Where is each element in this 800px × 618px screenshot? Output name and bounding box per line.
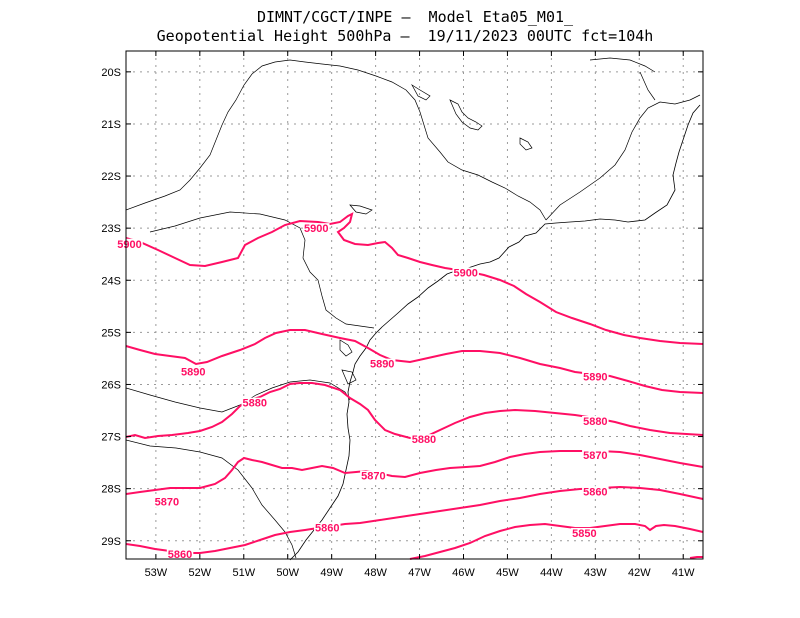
lon-tick-label: 46W bbox=[452, 567, 475, 579]
state-border bbox=[149, 211, 375, 329]
contour-label: 5880 bbox=[243, 398, 267, 410]
contour-label: 5870 bbox=[583, 450, 607, 462]
lat-tick-label: 29S bbox=[101, 536, 121, 548]
contour-line bbox=[125, 382, 704, 440]
contour-label-background bbox=[410, 434, 438, 446]
title-line-1: DIMNT/CGCT/INPE – Model Eta05_M01_ bbox=[256, 8, 574, 26]
contour-label: 5890 bbox=[370, 359, 394, 371]
lon-tick-label: 45W bbox=[496, 567, 519, 579]
contour-lines bbox=[125, 212, 704, 560]
contour-label: 5900 bbox=[117, 239, 141, 251]
graticule bbox=[126, 51, 703, 559]
contour-label-background bbox=[582, 449, 609, 461]
lon-tick-label: 47W bbox=[408, 567, 431, 579]
contour-label-background bbox=[314, 522, 341, 534]
contour-label: 5870 bbox=[155, 497, 179, 509]
contour-line bbox=[125, 485, 704, 554]
contour-label-background bbox=[368, 358, 396, 370]
contour-labels: 5900 5900 5900 5890 5890 5890 5880 5880 5880 5870… bbox=[116, 223, 609, 561]
lon-tick-label: 50W bbox=[276, 567, 299, 579]
contour-label-background bbox=[179, 366, 207, 378]
state-border bbox=[125, 379, 351, 413]
coastline bbox=[411, 83, 431, 101]
lon-tick-label: 52W bbox=[189, 567, 212, 579]
contour-label-background bbox=[241, 397, 269, 409]
lon-tick-label: 53W bbox=[145, 567, 168, 579]
contour-label: 5880 bbox=[583, 416, 607, 428]
lat-tick-label: 23S bbox=[101, 223, 121, 235]
lon-tick-label: 43W bbox=[584, 567, 607, 579]
contour-label: 5860 bbox=[315, 523, 339, 535]
state-border bbox=[639, 71, 656, 101]
contour-label-background bbox=[303, 223, 330, 235]
lat-tick-label: 24S bbox=[101, 275, 121, 287]
contour-label: 5850 bbox=[572, 528, 596, 540]
lon-tick-label: 44W bbox=[540, 567, 563, 579]
contour-label: 5900 bbox=[453, 267, 477, 279]
lon-tick-label: 42W bbox=[628, 567, 651, 579]
lat-tick-label: 20S bbox=[101, 67, 121, 79]
lat-tick-label: 26S bbox=[101, 379, 121, 391]
contour-label: 5890 bbox=[181, 366, 205, 378]
coastline bbox=[339, 339, 357, 385]
lon-tick-label: 49W bbox=[320, 567, 343, 579]
contour-line bbox=[125, 329, 704, 394]
contour-line bbox=[409, 522, 704, 560]
state-border bbox=[545, 94, 701, 221]
coastline-and-borders bbox=[125, 57, 701, 561]
contour-line bbox=[125, 450, 704, 495]
state-border bbox=[125, 59, 547, 221]
state-border bbox=[125, 439, 297, 559]
contour-label: 5900 bbox=[304, 223, 328, 235]
title-line-2: Geopotential Height 500hPa – 19/11/2023 … bbox=[156, 27, 654, 45]
coastline bbox=[449, 99, 483, 131]
contour-label-background bbox=[571, 527, 598, 539]
contour-line bbox=[125, 212, 704, 345]
plot-frame bbox=[125, 50, 704, 560]
coastline bbox=[519, 137, 533, 151]
lon-tick-label: 48W bbox=[364, 567, 387, 579]
lat-tick-label: 28S bbox=[101, 484, 121, 496]
lat-tick-label: 27S bbox=[101, 432, 121, 444]
coastline bbox=[289, 104, 701, 561]
contour-label: 5880 bbox=[412, 434, 436, 446]
contour-label-background bbox=[582, 371, 609, 383]
lat-tick-label: 21S bbox=[101, 119, 121, 131]
axis-ticks: 20S 21S 22S 23S 24S 25S 26S 27S 28S 29S 53W 52W 51W 5… bbox=[101, 51, 703, 579]
contour-label: 5890 bbox=[583, 372, 607, 384]
contour-line bbox=[689, 556, 703, 559]
lat-tick-label: 25S bbox=[101, 327, 121, 339]
contour-label: 5870 bbox=[361, 471, 385, 483]
contour-label-background bbox=[582, 415, 609, 427]
lon-tick-label: 51W bbox=[232, 567, 255, 579]
lon-tick-label: 41W bbox=[672, 567, 695, 579]
contour-label-background bbox=[153, 496, 181, 508]
coastline bbox=[349, 204, 373, 215]
state-border bbox=[589, 57, 656, 73]
lat-tick-label: 22S bbox=[101, 171, 121, 183]
contour-label-background bbox=[166, 548, 194, 560]
contour-label: 5860 bbox=[583, 486, 607, 498]
contour-label-background bbox=[452, 267, 479, 279]
contour-label-background bbox=[582, 486, 609, 498]
contour-label: 5860 bbox=[168, 549, 192, 561]
contour-label-background bbox=[116, 238, 143, 250]
contour-label-background bbox=[360, 470, 387, 482]
